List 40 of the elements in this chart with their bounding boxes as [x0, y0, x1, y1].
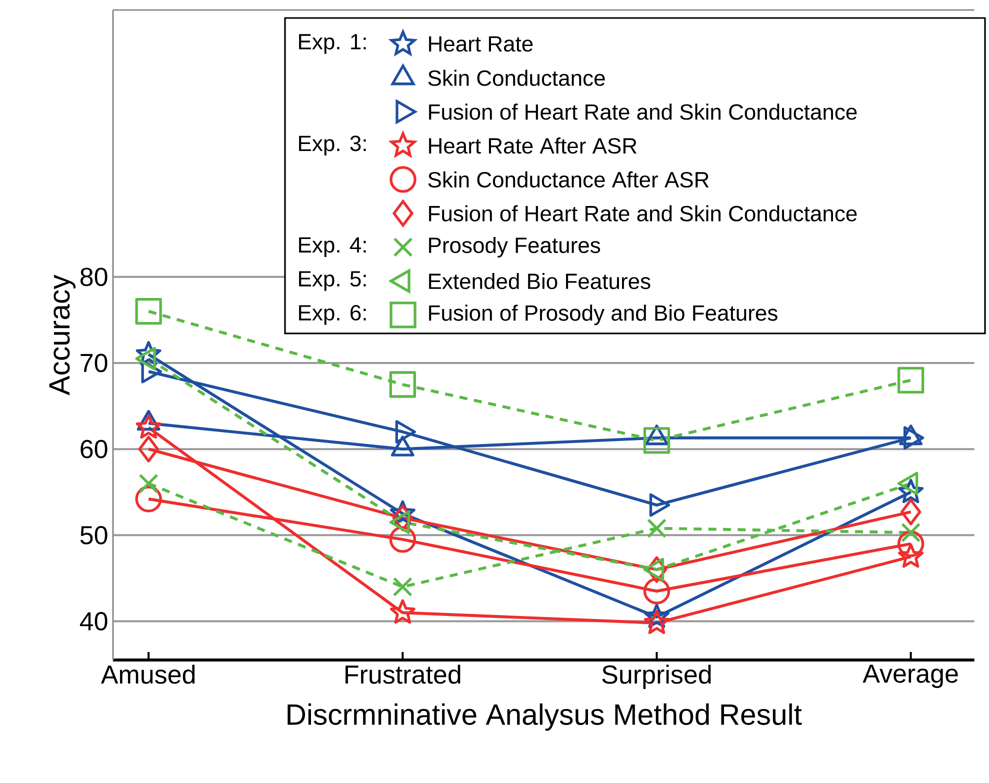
legend-label: Fusion of Prosody and Bio Features — [429, 304, 778, 326]
annotation: Exp. 6: — [299, 304, 366, 325]
legend-label: Extended Bio Features — [429, 272, 650, 290]
legend-label: Skin Conductance After ASR — [428, 171, 709, 188]
point — [136, 414, 162, 439]
x-tick-label: Average — [862, 664, 958, 688]
point — [135, 486, 162, 512]
point — [643, 578, 670, 604]
point — [392, 577, 412, 597]
point — [901, 522, 921, 542]
x-tick-label: Frustrated — [346, 664, 460, 684]
point — [138, 436, 159, 462]
point — [643, 427, 670, 454]
x-tick-label: Surprised — [602, 664, 711, 689]
y-axis-title: Accuracy — [49, 274, 76, 396]
annotation: Exp. 5: — [299, 271, 366, 291]
legend-label: Heart Rate — [429, 36, 533, 52]
y-tick-label: 50 — [80, 526, 108, 544]
point — [135, 298, 162, 325]
legend-label: Skin Conductance — [428, 70, 605, 86]
x-tick-label: Amused — [100, 664, 195, 684]
legend-label: Fusion of Heart Rate and Skin Conductance — [429, 205, 857, 222]
annotation: Exp. 1: — [299, 34, 366, 54]
y-tick-label: 40 — [80, 612, 108, 630]
legend-label: Fusion of Heart Rate and Skin Conductance — [429, 104, 857, 120]
y-tick-label: 60 — [80, 440, 108, 458]
point — [390, 599, 416, 624]
point — [900, 498, 922, 526]
y-tick-label: 80 — [80, 268, 108, 286]
annotation: Exp. 4: — [299, 237, 366, 258]
y-tick-label: 70 — [80, 354, 108, 372]
legend-label: Heart Rate After ASR — [429, 138, 637, 154]
point — [644, 610, 670, 634]
point — [138, 474, 158, 494]
x-axis-title: Discrmninative Analysus Method Result — [288, 703, 802, 731]
legend-label: Prosody Features — [429, 236, 600, 258]
annotation: Exp. 3: — [299, 136, 366, 156]
point — [897, 366, 924, 394]
point — [389, 371, 416, 398]
point — [646, 518, 667, 538]
